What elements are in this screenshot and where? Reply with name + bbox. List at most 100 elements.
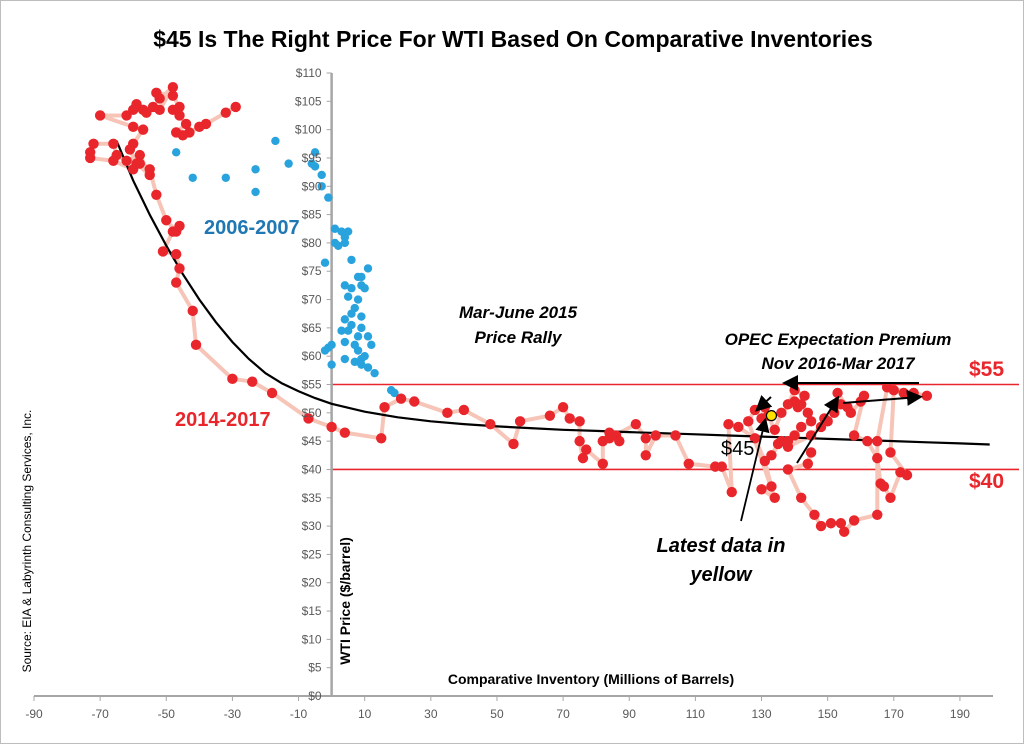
data-point-2014-2017 (85, 152, 96, 164)
data-point-2014-2017 (508, 438, 519, 450)
data-point-2006-2007 (330, 238, 340, 248)
data-point-2014-2017 (640, 433, 651, 444)
data-point-2006-2007 (343, 292, 353, 301)
y-tick-label: $60 (302, 349, 322, 363)
data-point-2006-2007 (221, 173, 230, 182)
data-point-2006-2007 (363, 264, 373, 273)
data-point-2014-2017 (796, 399, 807, 410)
data-point-2006-2007 (363, 332, 373, 341)
x-tick-label: 110 (686, 707, 705, 721)
data-point-2014-2017 (835, 518, 847, 529)
x-tick-label: 70 (556, 707, 570, 721)
data-point-2006-2007 (171, 148, 181, 157)
y-tick-label: $40 (302, 462, 322, 476)
data-point-2014-2017 (187, 305, 198, 317)
data-point-2006-2007 (310, 148, 320, 157)
data-point-2014-2017 (683, 458, 694, 469)
data-point-2014-2017 (161, 215, 172, 226)
data-point-2014-2017 (141, 107, 152, 118)
data-point-2014-2017 (799, 390, 810, 402)
opec-arrow-right (842, 389, 923, 406)
data-point-2006-2007 (390, 388, 399, 398)
data-point-2014-2017 (885, 492, 896, 503)
x-tick-label: -10 (290, 707, 308, 721)
data-point-2014-2017 (174, 263, 185, 274)
data-point-2014-2017 (749, 433, 761, 444)
x-tick-label: 150 (818, 707, 838, 721)
data-point-2014-2017 (832, 387, 843, 399)
data-point-2006-2007 (353, 332, 363, 341)
data-point-2006-2007 (347, 309, 356, 318)
data-point-2014-2017 (769, 492, 780, 503)
data-point-2014-2017 (878, 481, 890, 492)
tick-labels: -90 -70 -50 -30 -10 10 30 50 70 90 110 130 150 170 190… (25, 66, 970, 721)
data-point-2014-2017 (581, 444, 592, 455)
data-point-2014-2017 (881, 382, 893, 393)
data-point-2014-2017 (670, 430, 681, 441)
data-point-2014-2017 (901, 469, 913, 481)
data-point-2014-2017 (574, 416, 585, 427)
y-tick-label: $95 (302, 151, 322, 165)
data-point-2006-2007 (340, 315, 350, 324)
label-45: $45 (721, 438, 754, 460)
data-point-2014-2017 (303, 413, 314, 424)
y-tick-label: $55 (302, 378, 322, 392)
data-point-2006-2007 (320, 258, 330, 267)
data-point-2014-2017 (802, 407, 814, 419)
latest-label-line2: yellow (689, 564, 753, 586)
y-tick-label: $0 (308, 689, 322, 703)
latest-arrow (740, 417, 770, 522)
data-point-2014-2017 (157, 246, 169, 257)
y-tick-label: $90 (302, 179, 322, 193)
data-point-2014-2017 (485, 418, 496, 430)
data-point-2014-2017 (144, 164, 155, 175)
y-tick-label: $30 (302, 519, 322, 533)
data-point-2006-2007 (340, 354, 350, 364)
y-tick-label: $100 (295, 123, 322, 137)
data-point-2014-2017 (858, 390, 870, 402)
data-point-2014-2017 (769, 424, 780, 436)
data-point-2014-2017 (776, 407, 787, 419)
data-point-2014-2017 (782, 441, 794, 452)
data-point-2014-2017 (167, 81, 179, 93)
y-tick-label: $15 (302, 604, 322, 618)
source-note: Source: EIA & Labyrinth Consulting Servi… (20, 410, 34, 673)
data-point-2014-2017 (514, 416, 526, 427)
data-point-2014-2017 (802, 458, 814, 469)
data-point-2014-2017 (872, 435, 883, 447)
data-point-2014-2017 (194, 121, 205, 133)
data-point-2014-2017 (743, 416, 754, 427)
data-point-2014-2017 (137, 124, 149, 135)
data-point-2006-2007 (357, 323, 366, 333)
latest-data-point (765, 410, 778, 422)
data-point-2014-2017 (108, 155, 119, 166)
data-point-2014-2017 (167, 226, 179, 237)
data-point-2014-2017 (230, 101, 241, 113)
data-point-2014-2017 (121, 110, 132, 121)
data-point-2006-2007 (330, 224, 340, 233)
data-point-2014-2017 (458, 404, 470, 416)
y-tick-label: $70 (302, 293, 322, 307)
data-point-2014-2017 (796, 421, 807, 433)
data-point-2014-2017 (597, 458, 608, 469)
y-tick-label: $105 (295, 94, 322, 108)
data-point-2014-2017 (94, 110, 106, 121)
data-point-2014-2017 (921, 390, 933, 402)
data-point-2014-2017 (766, 481, 777, 492)
data-point-2014-2017 (805, 447, 817, 458)
y-tick-label: $110 (296, 66, 322, 80)
data-point-2014-2017 (805, 416, 817, 427)
data-point-2006-2007 (340, 337, 350, 347)
data-point-2006-2007 (347, 255, 356, 265)
x-tick-label: -50 (158, 707, 176, 721)
data-point-2014-2017 (180, 118, 192, 130)
data-point-2006-2007 (350, 357, 359, 367)
x-tick-label: 130 (752, 707, 772, 721)
data-point-2014-2017 (872, 452, 883, 464)
data-point-2006-2007 (370, 368, 379, 378)
data-point-2006-2007 (251, 187, 260, 197)
data-point-2014-2017 (266, 387, 278, 399)
data-point-2006-2007 (343, 326, 353, 335)
data-point-2014-2017 (885, 447, 896, 458)
chart-title: $45 Is The Right Price For WTI Based On … (153, 26, 873, 52)
